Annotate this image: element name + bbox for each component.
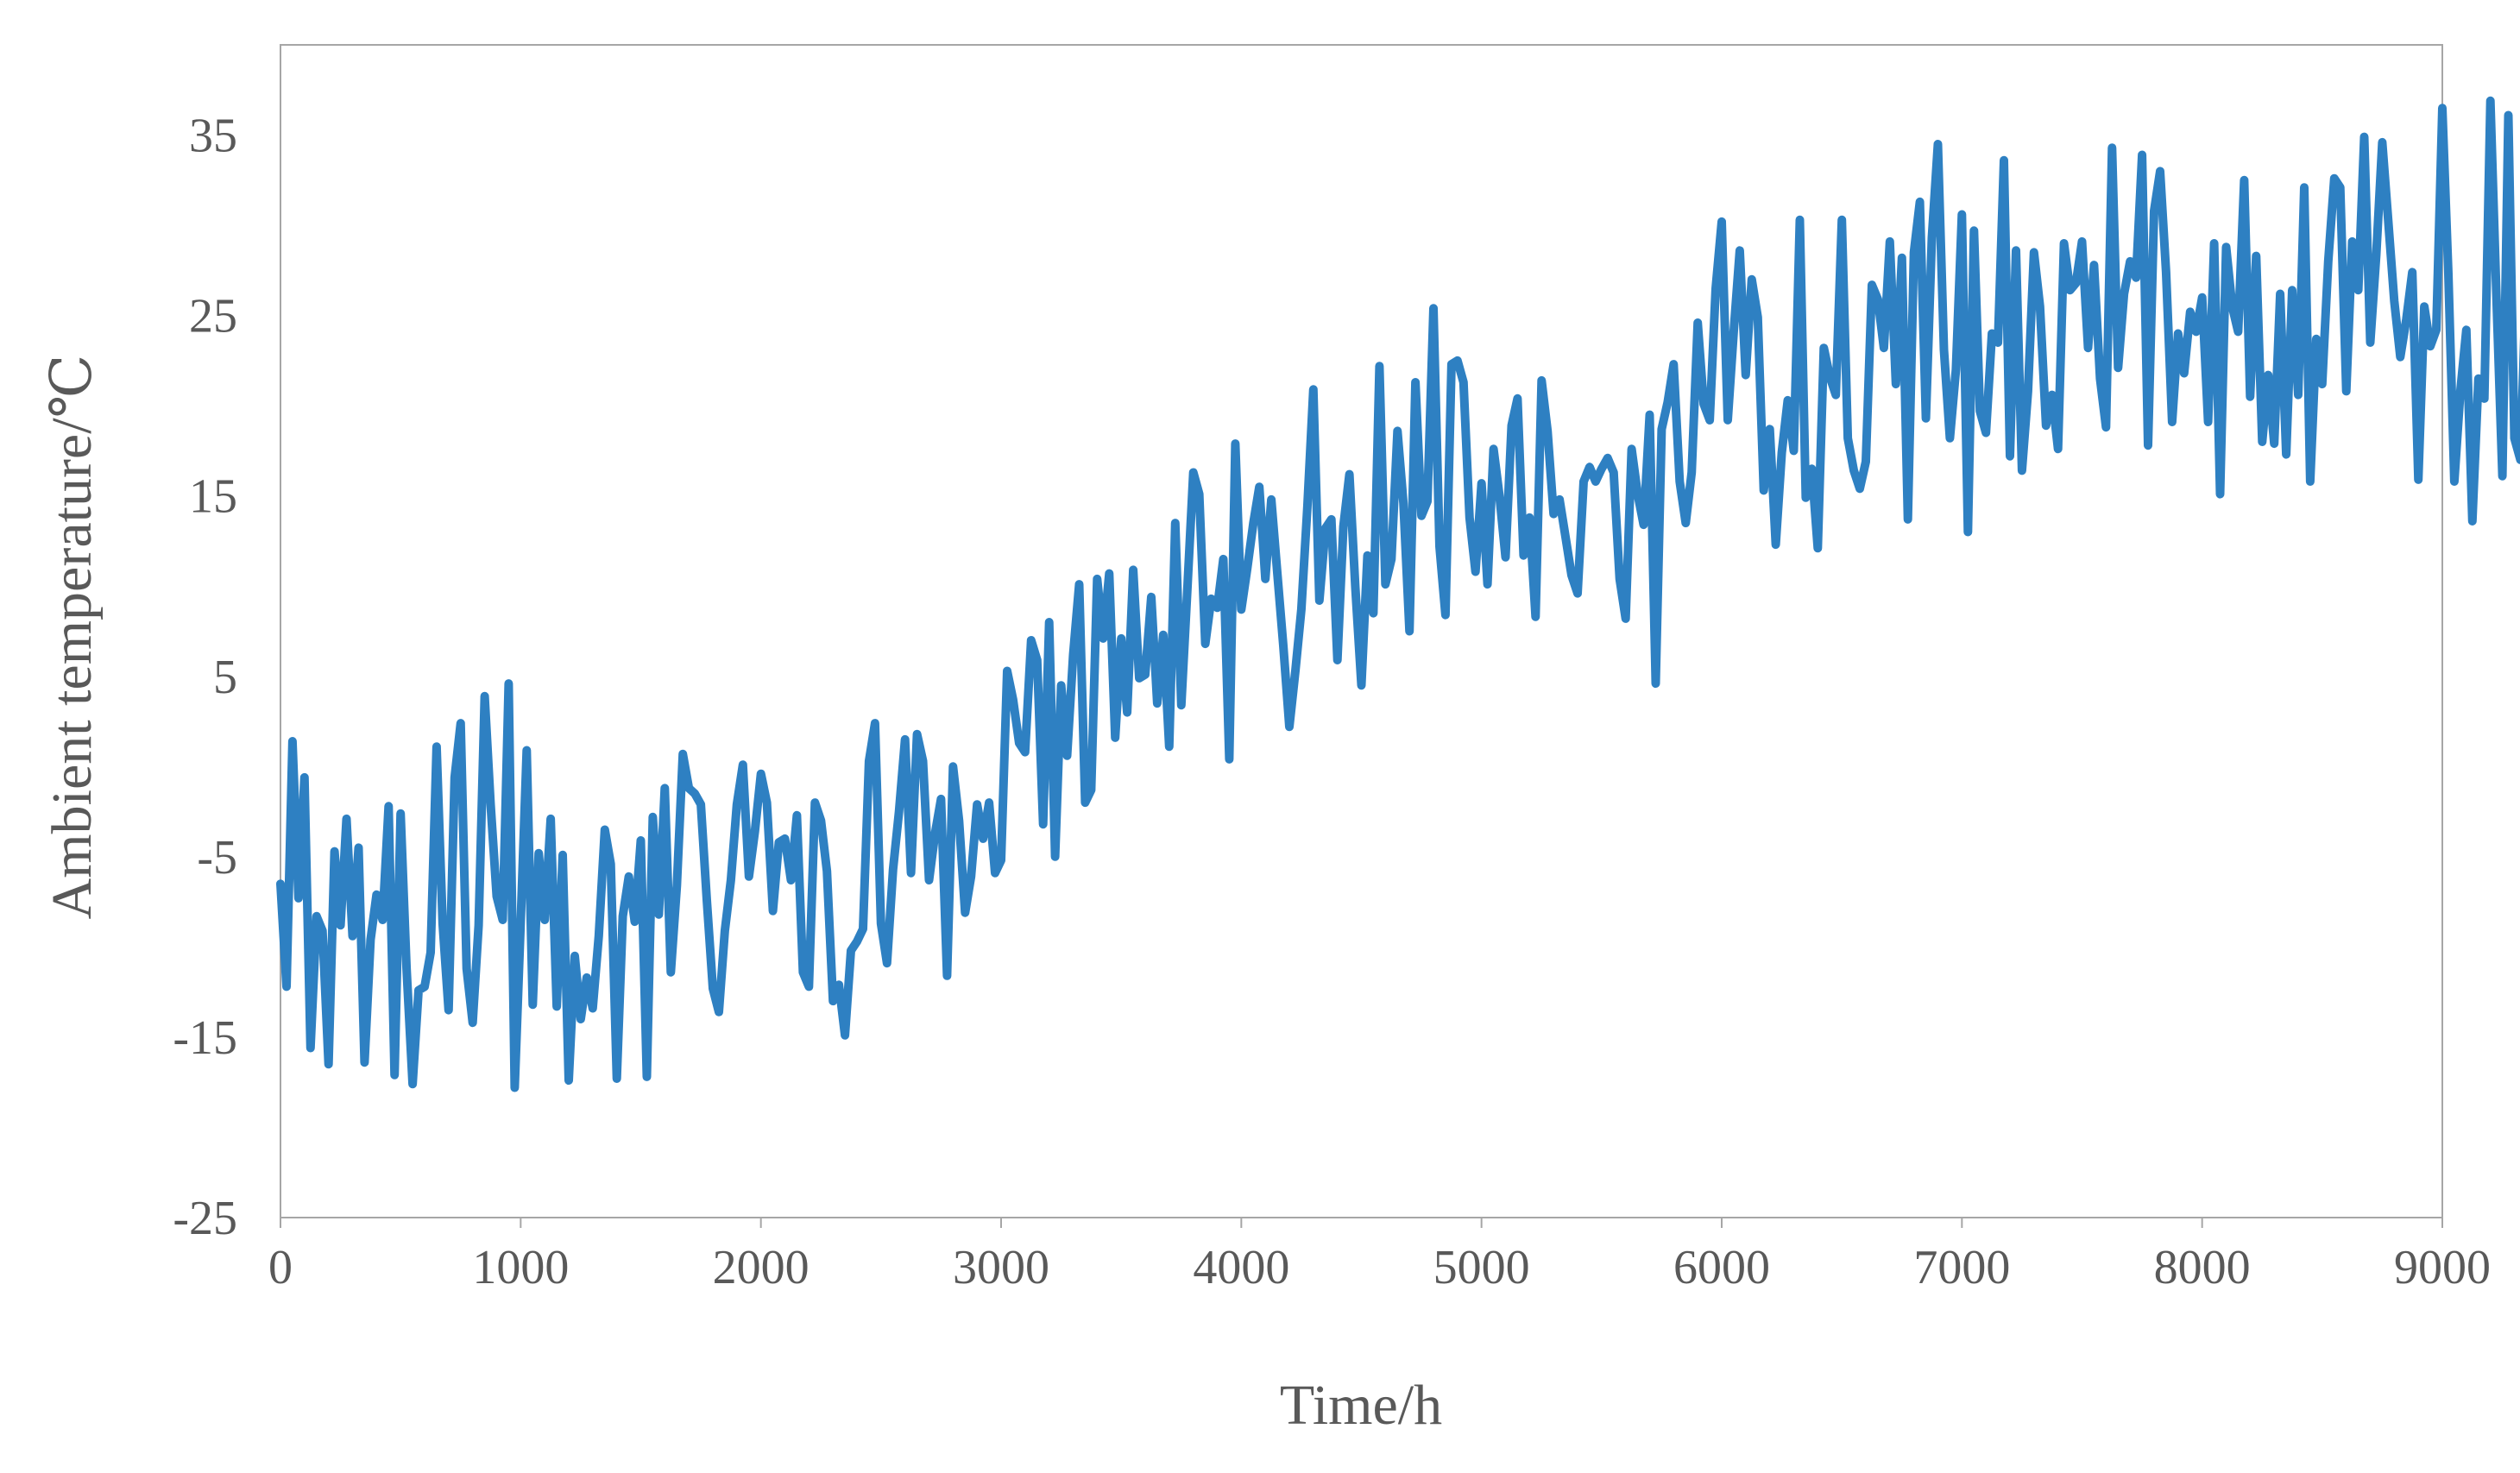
x-tick-label: 1000	[472, 1241, 569, 1294]
x-tick-label: 6000	[1673, 1241, 1770, 1294]
y-axis-label: Ambient temperature/℃	[41, 355, 104, 920]
series-layer	[276, 96, 2520, 1092]
y-tick-labels: -25 -15 -5 5 15 25 35	[173, 110, 237, 1245]
temperature-series-line	[276, 96, 2520, 1092]
y-tick-label: -15	[173, 1011, 237, 1065]
x-tick-label: 7000	[1913, 1241, 2010, 1294]
x-tick-label: 9000	[2394, 1241, 2491, 1294]
x-tick-label: 5000	[1433, 1241, 1530, 1294]
y-tick-label: 25	[189, 290, 237, 343]
x-tick-label: 8000	[2154, 1241, 2251, 1294]
plot-area-frame	[280, 44, 2443, 1218]
x-tick-label: 4000	[1193, 1241, 1289, 1294]
y-tick-label: 15	[189, 470, 237, 524]
x-tick-label: 0	[268, 1241, 293, 1294]
y-tick-label: 35	[189, 110, 237, 163]
x-tick-label: 2000	[713, 1241, 810, 1294]
y-tick-label: -25	[173, 1192, 237, 1245]
x-axis-label: Time/h	[1280, 1374, 1442, 1437]
x-tick-label: 3000	[953, 1241, 1049, 1294]
x-tick-labels: 0 1000 2000 3000 4000 5000 6000 7000 8000 9000	[268, 1218, 2491, 1294]
y-tick-label: -5	[197, 831, 237, 884]
y-tick-label: 5	[213, 651, 237, 704]
